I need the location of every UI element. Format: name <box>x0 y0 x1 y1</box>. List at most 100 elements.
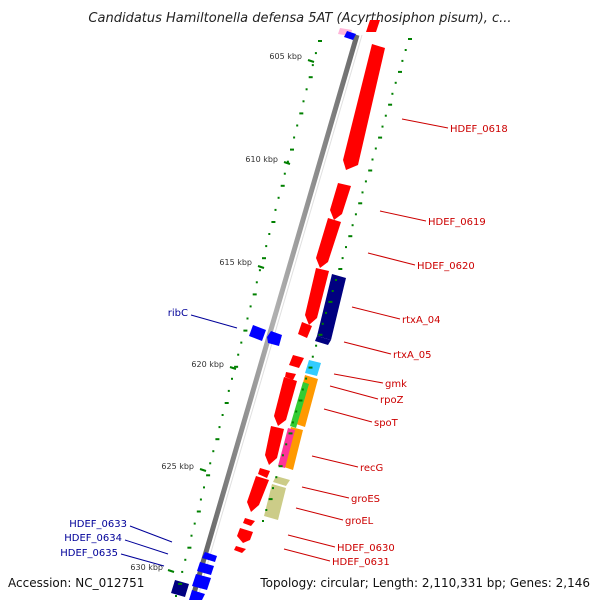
gc-dot-right <box>315 344 318 347</box>
gc-dot-left <box>190 534 193 537</box>
gene-HDEF_0619[interactable] <box>330 183 351 220</box>
gene-rtxA-red-upper[interactable] <box>305 268 329 325</box>
gene-groES[interactable] <box>273 476 290 486</box>
gene-label-HDEF_0634[interactable]: HDEF_0634 <box>64 533 122 544</box>
gene-HDEF_0631-red[interactable] <box>237 528 253 543</box>
gene-label-HDEF_0631[interactable]: HDEF_0631 <box>332 557 390 568</box>
gc-dot-right <box>391 92 394 95</box>
gene-groEL[interactable] <box>264 484 286 520</box>
gene-label-groEL[interactable]: groEL <box>345 516 374 527</box>
gene-blue-bottom[interactable] <box>189 590 205 600</box>
gene-ribC-1[interactable] <box>249 325 266 341</box>
gene-ribC-2[interactable] <box>267 331 282 346</box>
gc-dot-left <box>234 365 239 368</box>
gc-dot-right <box>268 498 273 501</box>
gene-rpoZ-red[interactable] <box>285 372 296 380</box>
gene-label-HDEF_0620[interactable]: HDEF_0620 <box>417 261 475 272</box>
gc-dot-right <box>321 322 324 325</box>
gene-label-gmk[interactable]: gmk <box>385 379 407 390</box>
gene-label-rpoZ[interactable]: rpoZ <box>380 395 404 406</box>
gc-dot-right <box>351 224 354 227</box>
gc-dot-left <box>258 269 261 272</box>
gc-dot-right <box>295 410 298 413</box>
gc-dot-right <box>358 202 363 205</box>
gene-label-HDEF_0633[interactable]: HDEF_0633 <box>69 519 127 530</box>
gene-HDEF_0633[interactable] <box>202 552 217 562</box>
gene-gmk-red[interactable] <box>289 355 304 368</box>
gene-label-rtxA_04[interactable]: rtxA_04 <box>402 315 441 326</box>
gc-dot-left <box>199 498 202 501</box>
gc-dot-left <box>293 136 296 139</box>
gene-label-HDEF_0630[interactable]: HDEF_0630 <box>337 543 395 554</box>
gc-dot-right <box>325 311 327 314</box>
gc-dot-right <box>305 377 308 380</box>
gc-dot-left <box>187 546 192 549</box>
tick-label-615: 615 kbp <box>219 258 252 267</box>
forward-genes <box>234 44 385 553</box>
gc-dot-left <box>252 293 257 296</box>
gc-dot-left <box>299 112 304 115</box>
gene-spoT-green[interactable] <box>290 382 309 428</box>
gene-groEL-red[interactable] <box>247 476 269 512</box>
gene-small-red[interactable] <box>298 322 312 338</box>
gene-HDEF_0634[interactable] <box>197 562 214 575</box>
gc-dot-right <box>378 136 383 139</box>
gc-dot-left <box>311 64 314 67</box>
gc-dot-right <box>348 235 353 238</box>
gc-dot-left <box>237 353 240 356</box>
gc-dot-right <box>398 70 402 73</box>
gc-dot-left <box>215 438 220 441</box>
tick-label-630: 630 kbp <box>130 563 163 572</box>
gene-partial-top-blue[interactable] <box>344 31 356 40</box>
gene-partial-top-red[interactable] <box>366 20 380 32</box>
gene-small-red-bottom[interactable] <box>234 546 246 553</box>
gc-dot-right <box>371 158 374 161</box>
gc-dot-right <box>368 169 373 172</box>
gene-HDEF_0635[interactable] <box>192 574 211 590</box>
gc-dot-right <box>278 465 283 468</box>
gc-dot-left <box>262 257 266 260</box>
gene-label-HDEF_0618[interactable]: HDEF_0618 <box>450 124 508 135</box>
gene-HDEF_0618[interactable] <box>343 44 385 170</box>
gc-skew-track <box>175 38 412 597</box>
gc-dot-right <box>308 366 313 369</box>
gc-dot-right <box>381 125 384 128</box>
gc-dot-right <box>301 388 304 391</box>
gc-dot-right <box>404 49 407 51</box>
gc-dot-left <box>203 486 205 489</box>
gene-HDEF_0620[interactable] <box>316 218 341 268</box>
gc-dot-left <box>206 474 211 477</box>
gene-gmk[interactable] <box>305 360 321 376</box>
gene-label-spoT[interactable]: spoT <box>374 418 399 429</box>
gene-rtxA_05[interactable] <box>315 336 331 345</box>
gc-dot-left <box>255 281 258 284</box>
gene-spoT-red[interactable] <box>274 377 297 426</box>
gc-dot-right <box>388 103 393 106</box>
gene-recG-pink[interactable] <box>278 428 295 468</box>
gc-dot-left <box>308 76 313 79</box>
gc-dot-right <box>272 487 274 490</box>
gene-rtxA_04[interactable] <box>317 274 346 340</box>
gc-dot-right <box>394 81 397 84</box>
gc-dot-right <box>364 180 367 183</box>
gene-label-HDEF_0619[interactable]: HDEF_0619 <box>428 217 486 228</box>
gene-dark-bottom[interactable] <box>171 580 189 597</box>
gc-dot-left <box>302 100 305 103</box>
gc-dot-right <box>331 290 334 292</box>
topology-text: Topology: circular; Length: 2,110,331 bp… <box>259 576 590 590</box>
accession-text: Accession: NC_012751 <box>8 576 144 590</box>
gc-dot-left <box>271 221 276 223</box>
gene-label-HDEF_0635[interactable]: HDEF_0635 <box>60 548 118 559</box>
gene-label-recG[interactable]: recG <box>360 463 383 474</box>
gene-label-groES[interactable]: groES <box>351 494 380 505</box>
gene-HDEF_0630-red[interactable] <box>243 518 255 526</box>
gc-dot-left <box>314 52 317 55</box>
gc-dot-left <box>296 124 299 127</box>
gene-groES-red[interactable] <box>258 468 270 478</box>
gene-label-rtxA_05[interactable]: rtxA_05 <box>393 350 432 361</box>
gene-recG-red[interactable] <box>265 426 284 465</box>
gene-label-ribC[interactable]: ribC <box>168 308 188 319</box>
gc-dot-left <box>218 426 221 429</box>
gc-dot-right <box>408 38 412 40</box>
gc-dot-left <box>178 582 183 585</box>
